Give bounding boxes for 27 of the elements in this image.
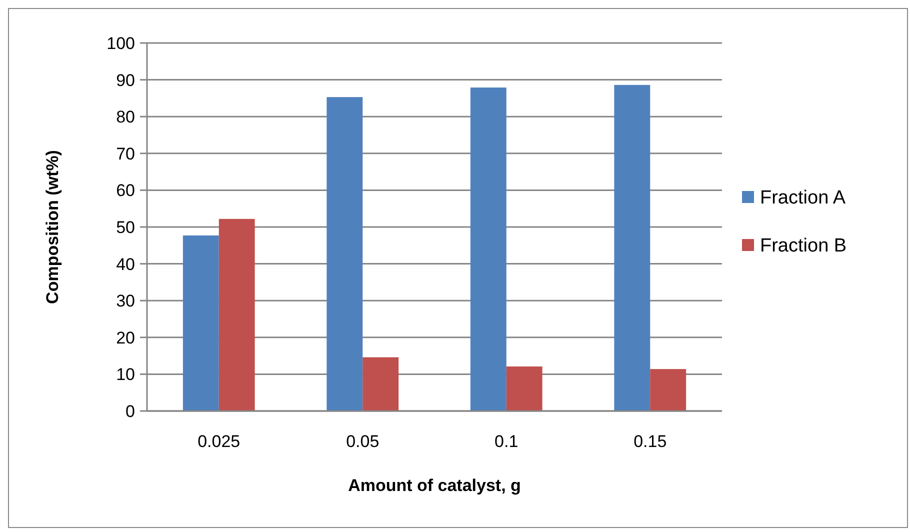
bar — [650, 369, 686, 411]
x-tick-label: 0.025 — [198, 432, 240, 451]
y-tick-label: 20 — [116, 328, 135, 348]
x-axis-title: Amount of catalyst, g — [348, 476, 521, 495]
y-tick-label: 90 — [116, 70, 135, 90]
bar — [182, 235, 219, 411]
x-tick-label: 0.1 — [494, 432, 518, 451]
bar — [326, 97, 363, 411]
y-tick-label: 10 — [116, 365, 135, 384]
bar — [470, 88, 506, 411]
bar — [614, 84, 650, 411]
y-tick-label: 100 — [106, 34, 135, 53]
x-tick-label: 0.15 — [634, 432, 667, 451]
y-axis-title: Composition (wt%) — [42, 150, 62, 304]
bar — [362, 357, 399, 411]
y-tick-label: 80 — [116, 108, 135, 127]
y-tick-label: 40 — [116, 254, 135, 274]
bar — [506, 366, 542, 411]
x-tick-label: 0.05 — [346, 432, 380, 451]
legend-label: Fraction B — [760, 236, 847, 257]
y-tick-label: 0 — [126, 402, 135, 421]
bar — [218, 218, 255, 411]
legend-label: Fraction A — [760, 188, 846, 209]
y-tick-label: 50 — [116, 218, 135, 237]
y-tick-label: 70 — [116, 144, 135, 164]
y-tick-label: 60 — [116, 181, 135, 200]
y-tick-label: 30 — [116, 292, 135, 311]
